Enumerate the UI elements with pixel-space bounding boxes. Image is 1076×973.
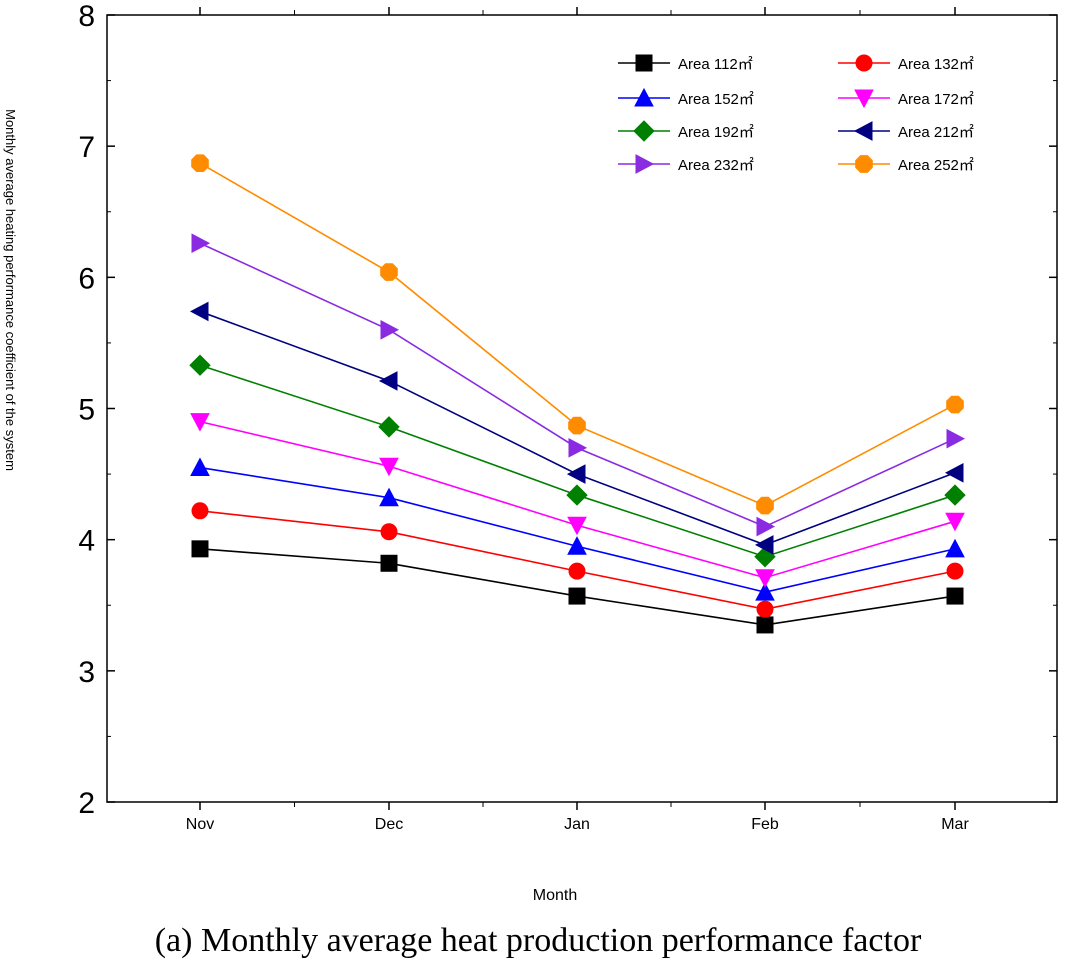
data-point [567, 516, 587, 536]
series [191, 540, 964, 634]
data-point [944, 462, 964, 483]
data-point [191, 154, 209, 173]
legend-label: Area 232㎡ [678, 157, 754, 174]
data-point [380, 319, 400, 340]
series [190, 457, 965, 601]
data-point [944, 484, 966, 506]
legend-item: Area 112㎡ [618, 54, 753, 73]
legend-item: Area 232㎡ [618, 154, 754, 174]
y-axis-label: Monthly average heating performance coef… [3, 109, 18, 471]
x-tick-label: Feb [751, 816, 779, 833]
data-point [756, 496, 774, 515]
legend-marker [854, 89, 874, 109]
legend-label: Area 152㎡ [678, 91, 754, 108]
legend-label: Area 132㎡ [898, 56, 974, 73]
data-point [946, 562, 964, 580]
legend-item: Area 192㎡ [618, 120, 754, 142]
data-point [567, 536, 587, 555]
series-line [199, 242, 956, 528]
y-tick-label: 7 [78, 131, 95, 164]
y-tick-label: 6 [78, 262, 95, 295]
legend-item: Area 172㎡ [838, 89, 974, 109]
legend-item: Area 252㎡ [838, 155, 974, 174]
series-layer [189, 154, 966, 634]
legend-marker [635, 154, 655, 174]
data-point [568, 587, 586, 605]
y-axis: 2 3 4 5 6 7 8 [78, 0, 1057, 820]
legend-marker [855, 54, 873, 72]
series [190, 413, 965, 588]
data-point [756, 616, 774, 634]
legend-label: Area 252㎡ [898, 157, 974, 174]
series-line [199, 162, 956, 507]
y-tick-label: 3 [78, 656, 95, 689]
y-tick-label: 5 [78, 394, 95, 427]
legend-item: Area 212㎡ [838, 121, 974, 141]
data-point [756, 516, 776, 537]
legend-label: Area 172㎡ [898, 91, 974, 108]
data-point [191, 233, 211, 254]
y-tick-label: 8 [78, 0, 95, 33]
x-axis-label: Month [533, 887, 577, 900]
series [191, 154, 964, 515]
series [191, 502, 964, 618]
x-tick-label: Mar [941, 816, 969, 833]
data-point [380, 554, 398, 572]
data-point [191, 540, 209, 558]
data-point [945, 538, 965, 558]
legend-item: Area 132㎡ [838, 54, 974, 73]
data-point [754, 535, 774, 555]
data-point [568, 416, 586, 435]
data-point [378, 371, 398, 391]
legend-label: Area 112㎡ [678, 56, 753, 73]
data-point [378, 416, 400, 438]
data-point [568, 562, 586, 580]
legend-marker [853, 121, 873, 141]
legend-marker [855, 155, 873, 173]
x-axis: Nov Dec Jan Feb Mar [186, 7, 969, 833]
series [191, 233, 966, 537]
data-point [568, 438, 588, 458]
series-line [199, 548, 956, 626]
x-tick-label: Nov [186, 816, 214, 833]
data-point [946, 428, 966, 449]
data-point [190, 413, 210, 432]
data-point [945, 512, 965, 532]
data-point [189, 354, 211, 376]
data-point [379, 487, 399, 507]
series [189, 354, 966, 568]
series [189, 301, 964, 555]
legend-marker [633, 120, 655, 142]
legend-item: Area 152㎡ [618, 87, 754, 108]
data-point [756, 600, 774, 618]
y-tick-label: 2 [78, 787, 95, 820]
data-point [755, 569, 775, 588]
legend: Area 112㎡ Area 132㎡ Area 152㎡ Area 172㎡ Area… [618, 54, 974, 174]
data-point [566, 464, 586, 484]
line-chart: 2 3 4 5 6 7 8 Nov Dec Jan Feb Mar Area 112㎡ Area 13… [3, 0, 1058, 900]
data-point [946, 395, 964, 414]
legend-label: Area 212㎡ [898, 124, 974, 141]
legend-marker [635, 54, 653, 72]
data-point [566, 484, 588, 506]
data-point [189, 301, 209, 322]
data-point [380, 263, 398, 281]
legend-label: Area 192㎡ [678, 124, 754, 141]
data-point [380, 523, 398, 541]
data-point [946, 587, 964, 605]
figure-caption: (a) Monthly average heat production perf… [154, 922, 922, 959]
data-point [190, 457, 210, 477]
legend-marker [634, 87, 654, 107]
data-point [191, 502, 209, 520]
y-tick-label: 4 [78, 525, 95, 558]
data-point [755, 582, 775, 601]
x-tick-label: Jan [564, 816, 590, 833]
data-point [379, 457, 399, 477]
x-tick-label: Dec [375, 816, 403, 833]
